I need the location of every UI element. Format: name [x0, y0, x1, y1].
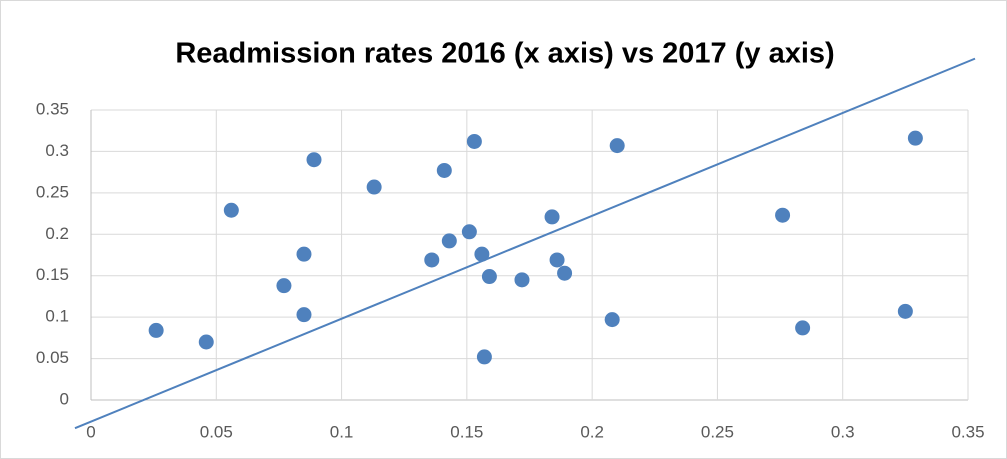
- x-tick-label: 0.2: [580, 422, 604, 441]
- x-tick-label: 0.05: [200, 422, 233, 441]
- point: [198, 334, 214, 350]
- point: [223, 202, 239, 218]
- point: [476, 349, 492, 365]
- point: [466, 133, 482, 149]
- point: [424, 252, 440, 268]
- chart-title: Readmission rates 2016 (x axis) vs 2017 …: [175, 38, 834, 70]
- point: [775, 207, 791, 223]
- point: [436, 162, 452, 178]
- y-tick-label: 0.35: [36, 99, 69, 118]
- point: [514, 272, 530, 288]
- x-tick-label: 0.35: [951, 422, 984, 441]
- x-tick-label: 0.25: [701, 422, 734, 441]
- point: [544, 209, 560, 225]
- y-tick-label: 0.3: [45, 141, 69, 160]
- x-tick-label: 0.15: [450, 422, 483, 441]
- point: [795, 320, 811, 336]
- y-tick-label: 0.05: [36, 348, 69, 367]
- y-tick-label: 0.15: [36, 265, 69, 284]
- point: [276, 278, 292, 294]
- x-tick-label: 0: [86, 422, 95, 441]
- y-tick-label: 0.1: [45, 307, 69, 326]
- point: [296, 307, 312, 323]
- point: [474, 246, 490, 262]
- point: [461, 224, 477, 240]
- y-tick-label: 0.25: [36, 182, 69, 201]
- point: [609, 138, 625, 154]
- point: [557, 265, 573, 281]
- point: [604, 312, 620, 328]
- point: [148, 322, 164, 338]
- point: [549, 252, 565, 268]
- point: [366, 179, 382, 195]
- point: [296, 246, 312, 262]
- point: [481, 269, 497, 285]
- y-tick-label: 0.2: [45, 224, 69, 243]
- point: [306, 152, 322, 168]
- y-tick-label: 0: [60, 389, 69, 408]
- trendline: [74, 57, 976, 430]
- point: [441, 233, 457, 249]
- x-tick-label: 0.3: [831, 422, 855, 441]
- point: [897, 303, 913, 319]
- point: [907, 130, 923, 146]
- x-tick-label: 0.1: [330, 422, 354, 441]
